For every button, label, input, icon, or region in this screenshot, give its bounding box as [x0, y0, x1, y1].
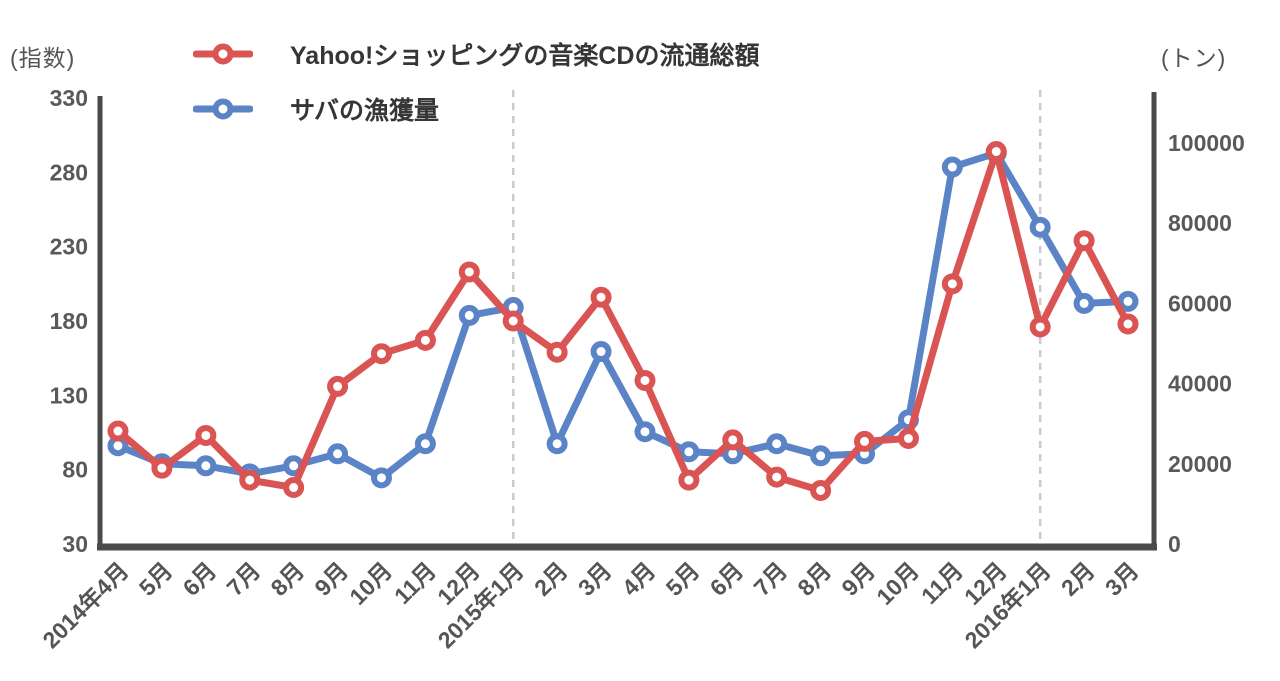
x-axis-label: 3月	[1100, 557, 1144, 601]
legend-line-marker-icon	[193, 43, 253, 65]
x-axis-label: 6月	[705, 557, 749, 601]
y-axis-right-tick-label: 40000	[1168, 371, 1232, 397]
y-axis-right-tick-label: 0	[1168, 531, 1181, 557]
x-axis-label: 7月	[749, 557, 793, 601]
x-axis-label: 5月	[661, 557, 705, 601]
x-axis-label: 10月	[871, 557, 924, 610]
y-axis-right-tick-label: 60000	[1168, 290, 1232, 316]
data-point-mackerel-catch	[590, 341, 612, 363]
data-point-mackerel-catch	[810, 445, 832, 467]
legend-item-mackerel-catch: サバの漁獲量	[193, 86, 759, 132]
data-point-cd-sales	[810, 479, 832, 501]
data-point-mackerel-catch	[546, 433, 568, 455]
x-axis-label: 4月	[617, 557, 661, 601]
y-axis-right-tick-label: 80000	[1168, 210, 1232, 236]
data-point-cd-sales	[897, 427, 919, 449]
data-point-mackerel-catch	[941, 156, 963, 178]
y-axis-left-tick-label: 180	[50, 308, 88, 334]
y-axis-left-tick-label: 230	[50, 234, 88, 260]
data-point-cd-sales	[458, 261, 480, 283]
data-point-mackerel-catch	[1073, 292, 1095, 314]
x-axis-label: 10月	[344, 557, 397, 610]
data-point-cd-sales	[766, 466, 788, 488]
x-axis-label: 2月	[529, 557, 573, 601]
data-point-cd-sales	[502, 310, 524, 332]
legend-label-cd-sales: Yahoo!ショッピングの音楽CDの流通総額	[290, 42, 760, 70]
left-axis-unit-label: (指数)	[10, 45, 76, 71]
data-point-cd-sales	[941, 273, 963, 295]
legend-item-cd-sales: Yahoo!ショッピングの音楽CDの流通総額	[193, 31, 759, 77]
data-point-mackerel-catch	[458, 304, 480, 326]
data-point-cd-sales	[239, 469, 261, 491]
legend-line-marker-icon	[193, 98, 253, 120]
x-axis-label: 6月	[178, 557, 222, 601]
data-point-cd-sales	[854, 430, 876, 452]
data-point-cd-sales	[195, 424, 217, 446]
legend-label-mackerel-catch: サバの漁獲量	[290, 97, 440, 125]
data-point-cd-sales	[1073, 230, 1095, 252]
y-axis-left-tick-label: 330	[50, 85, 88, 111]
x-axis-label: 3月	[573, 557, 617, 601]
x-axis-label: 11月	[916, 557, 968, 609]
data-point-cd-sales	[327, 375, 349, 397]
data-point-mackerel-catch	[327, 443, 349, 465]
data-point-mackerel-catch	[370, 467, 392, 489]
y-axis-left-tick-label: 30	[62, 531, 88, 557]
data-point-cd-sales	[678, 469, 700, 491]
x-axis-label: 11月	[389, 557, 441, 609]
x-axis-label: 2014年4月	[37, 557, 133, 653]
y-axis-left-tick-label: 280	[50, 159, 88, 185]
x-axis-label: 5月	[134, 557, 178, 601]
data-point-cd-sales	[722, 429, 744, 451]
y-axis-left-tick-label: 130	[50, 382, 88, 408]
data-point-mackerel-catch	[414, 433, 436, 455]
data-point-cd-sales	[414, 329, 436, 351]
data-point-cd-sales	[1117, 313, 1139, 335]
data-point-cd-sales	[985, 141, 1007, 163]
x-axis-label: 8月	[792, 557, 836, 601]
data-point-mackerel-catch	[634, 421, 656, 443]
data-point-mackerel-catch	[766, 433, 788, 455]
data-point-cd-sales	[546, 341, 568, 363]
data-point-cd-sales	[283, 477, 305, 499]
y-axis-left-tick-label: 80	[62, 457, 88, 483]
right-axis-unit-label: (トン)	[1161, 45, 1227, 71]
data-point-mackerel-catch	[1117, 290, 1139, 312]
data-point-cd-sales	[590, 286, 612, 308]
data-point-mackerel-catch	[195, 455, 217, 477]
data-point-mackerel-catch	[1029, 216, 1051, 238]
x-axis-label: 8月	[265, 557, 309, 601]
y-axis-right-tick-label: 100000	[1168, 130, 1245, 156]
data-point-cd-sales	[151, 457, 173, 479]
series-line-cd-sales	[114, 148, 1132, 494]
x-axis-label: 7月	[222, 557, 266, 601]
data-point-cd-sales	[370, 343, 392, 365]
y-axis-right-tick-label: 20000	[1168, 451, 1232, 477]
data-point-cd-sales	[1029, 316, 1051, 338]
legend: Yahoo!ショッピングの音楽CDの流通総額 サバの漁獲量	[193, 31, 759, 132]
data-point-cd-sales	[634, 369, 656, 391]
data-point-mackerel-catch	[678, 441, 700, 463]
x-axis-label: 2月	[1056, 557, 1100, 601]
data-point-cd-sales	[107, 420, 129, 442]
